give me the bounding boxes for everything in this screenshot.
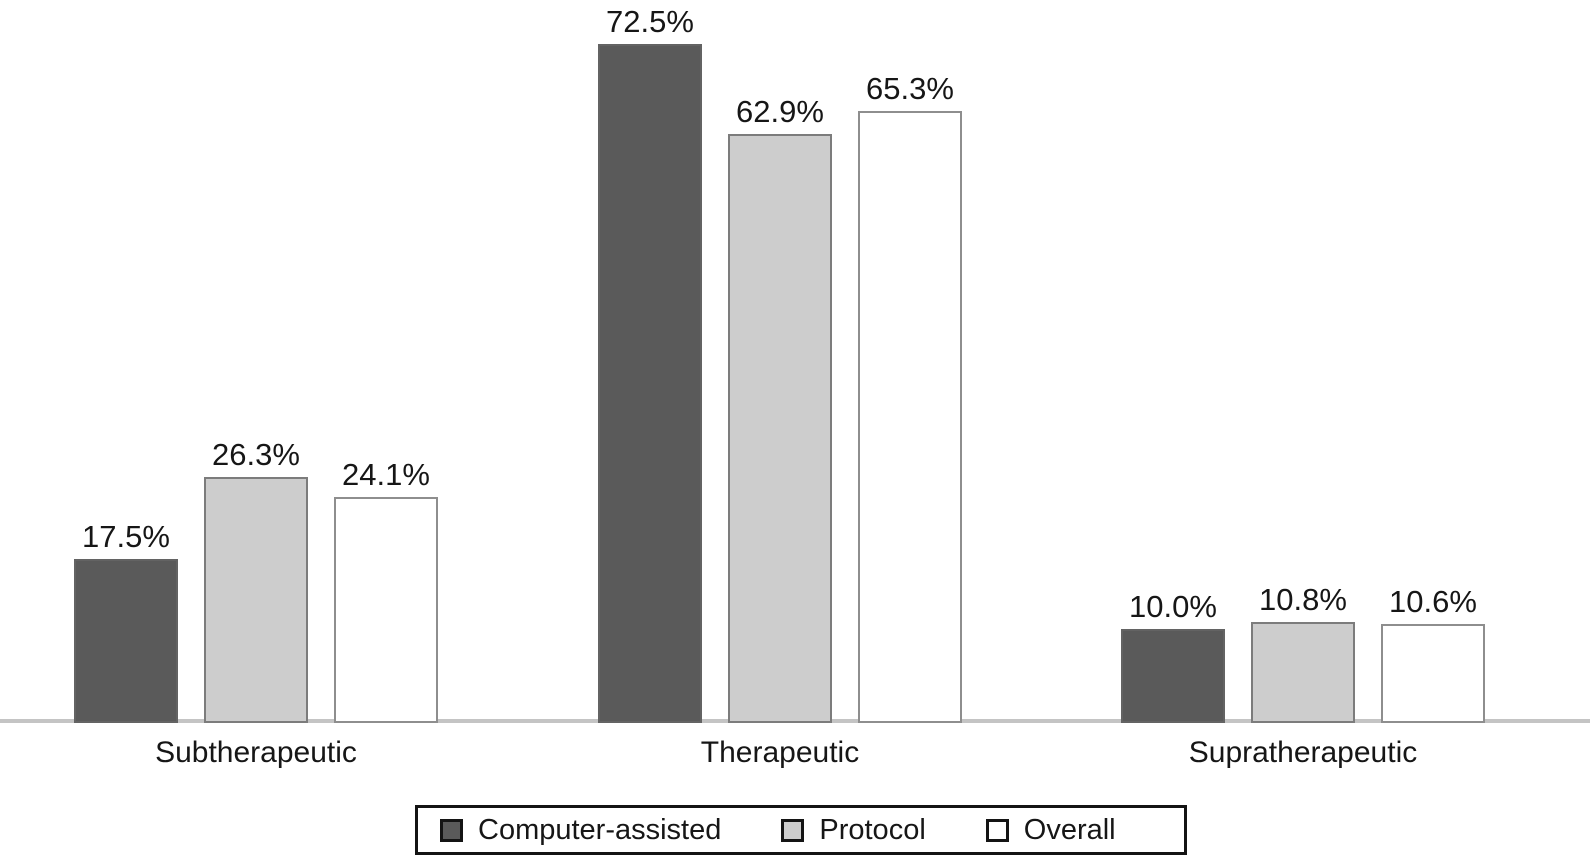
bar-value-label: 72.5% [606,3,694,39]
bar-group: 72.5% 62.9% 65.3% [598,6,962,723]
bar-value-label: 10.8% [1259,581,1347,617]
legend-label: Overall [1023,813,1116,846]
bar-value-label: 17.5% [82,519,170,555]
bar-value-label: 26.3% [212,436,300,472]
bar [1251,621,1355,723]
category-label: Subtherapeutic [155,736,357,769]
bar-slot: 72.5% [598,6,702,723]
legend-swatch-icon [985,818,1009,842]
bar-slot: 24.1% [334,459,438,723]
legend-swatch-icon [781,818,805,842]
bar [1121,629,1225,723]
bar [598,43,702,723]
bar [858,111,962,723]
bar-slot: 10.8% [1251,584,1355,723]
legend-item: Overall [985,813,1116,846]
legend-item: Protocol [781,813,926,846]
bar-value-label: 24.1% [342,457,430,493]
bar-value-label: 10.0% [1129,589,1217,625]
category-label: Therapeutic [700,736,860,769]
legend-item: Computer-assisted [440,813,722,846]
bar-value-label: 65.3% [866,71,954,107]
bar-value-label: 62.9% [736,93,824,129]
bar-slot: 17.5% [74,521,178,723]
bar-slot: 10.6% [1381,586,1485,723]
bar-value-label: 10.6% [1389,583,1477,619]
bar-slot: 65.3% [858,73,962,723]
bar [728,133,832,723]
legend: Computer-assisted Protocol Overall [415,805,1187,855]
bar-slot: 62.9% [728,96,832,723]
bar [334,497,438,723]
legend-swatch-icon [440,818,463,842]
legend-label: Computer-assisted [478,813,722,846]
legend-label: Protocol [819,813,926,846]
bar [204,476,308,723]
bar-slot: 10.0% [1121,591,1225,723]
bar-group: 17.5% 26.3% 24.1% [74,439,438,723]
plot-area: 17.5% 26.3% 24.1% 72.5% 62.9% 65.3% 10.0% 10.8%… [0,6,1590,723]
bar [74,559,178,723]
bar-slot: 26.3% [204,439,308,723]
category-label: Supratherapeutic [1188,736,1418,769]
bar-group: 10.0% 10.8% 10.6% [1121,584,1485,723]
bar [1381,623,1485,723]
